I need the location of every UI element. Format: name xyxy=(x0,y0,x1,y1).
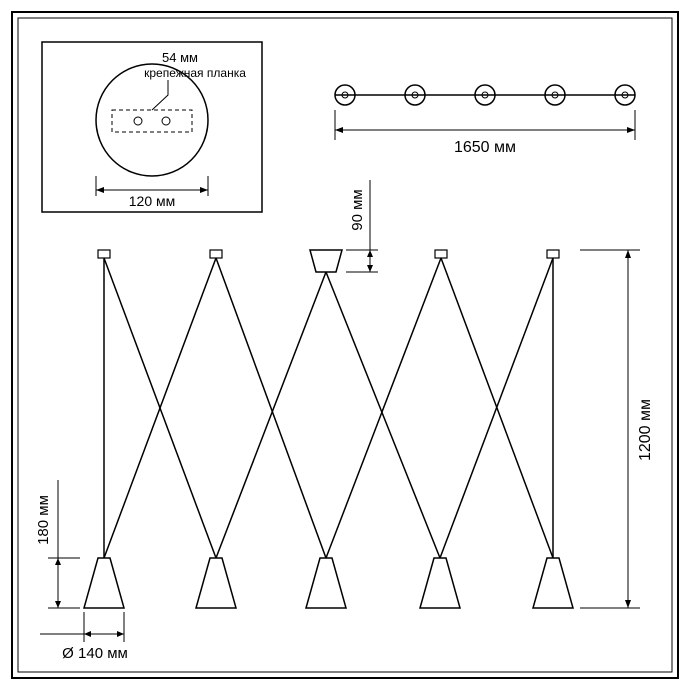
dim-1650: 1650 мм xyxy=(335,110,635,156)
shade-height-label: 180 мм xyxy=(35,495,52,545)
dim-1200: 1200 мм xyxy=(580,250,654,608)
shade-2 xyxy=(196,558,236,608)
dim-120: 120 мм xyxy=(96,176,208,209)
bottom-shades xyxy=(84,558,573,608)
length-label: 1650 мм xyxy=(454,139,516,156)
top-view: 1650 мм xyxy=(335,85,635,156)
bracket-text: крепежная планка xyxy=(144,66,246,80)
ceiling-brackets xyxy=(98,250,559,258)
dim-140: Ø 140 мм xyxy=(40,612,128,662)
diagram-svg: 54 мм крепежная планка 120 мм xyxy=(0,0,690,690)
top-shade xyxy=(310,250,342,272)
top-shade-height-label: 90 мм xyxy=(349,189,366,230)
ceiling-cup-circle xyxy=(96,64,208,176)
dim-90: 90 мм xyxy=(346,180,378,272)
height-label: 1200 мм xyxy=(637,399,654,461)
outer-border-2 xyxy=(18,18,672,672)
cables xyxy=(104,258,553,558)
hole-1 xyxy=(134,117,142,125)
shade-1 xyxy=(84,558,124,608)
circle-dia-label: 120 мм xyxy=(129,193,176,209)
bracket-width-label: 54 мм xyxy=(162,50,198,65)
shade-dia-label: Ø 140 мм xyxy=(62,645,128,662)
shade-3 xyxy=(306,558,346,608)
leader-line xyxy=(152,80,168,110)
mounting-bracket xyxy=(112,110,192,132)
dim-180: 180 мм xyxy=(35,480,80,608)
side-view: 90 мм 1200 мм 180 мм Ø 140 мм xyxy=(35,180,654,662)
hole-2 xyxy=(162,117,170,125)
shade-5 xyxy=(533,558,573,608)
shade-4 xyxy=(420,558,460,608)
outer-border-1 xyxy=(12,12,678,678)
diagram-frame: 54 мм крепежная планка 120 мм xyxy=(0,0,690,690)
inset-detail: 54 мм крепежная планка 120 мм xyxy=(42,42,262,212)
